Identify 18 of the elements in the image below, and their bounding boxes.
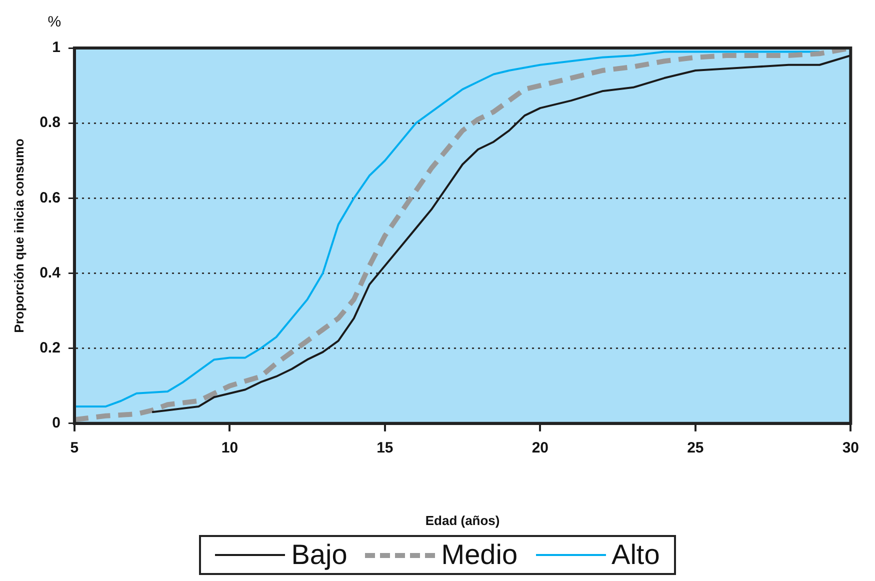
y-tick-label: 0.2 xyxy=(40,339,60,356)
y-tick-label: 0.4 xyxy=(40,264,62,282)
text: % xyxy=(48,14,62,31)
y-tick-label: 0.8 xyxy=(40,114,60,132)
y-tick-label: 1 xyxy=(52,39,60,56)
legend-label: Alto xyxy=(612,539,660,571)
x-axis-title: Edad (años) xyxy=(425,512,500,528)
x-tick-label: 30 xyxy=(842,440,859,457)
y-tick-label: 0.6 xyxy=(40,189,60,206)
x-tick-label: 20 xyxy=(532,440,549,457)
y-axis-title: Proporción que inicia consumo xyxy=(11,138,26,333)
legend-label: Bajo xyxy=(291,539,348,571)
x-tick-label: 5 xyxy=(70,440,79,457)
x-tick-label: 10 xyxy=(221,440,238,457)
x-tick-label: 15 xyxy=(376,440,394,457)
x-tick-label: 25 xyxy=(687,440,704,457)
legend-label: Medio xyxy=(441,539,518,571)
y-tick-label: 0 xyxy=(52,414,60,432)
